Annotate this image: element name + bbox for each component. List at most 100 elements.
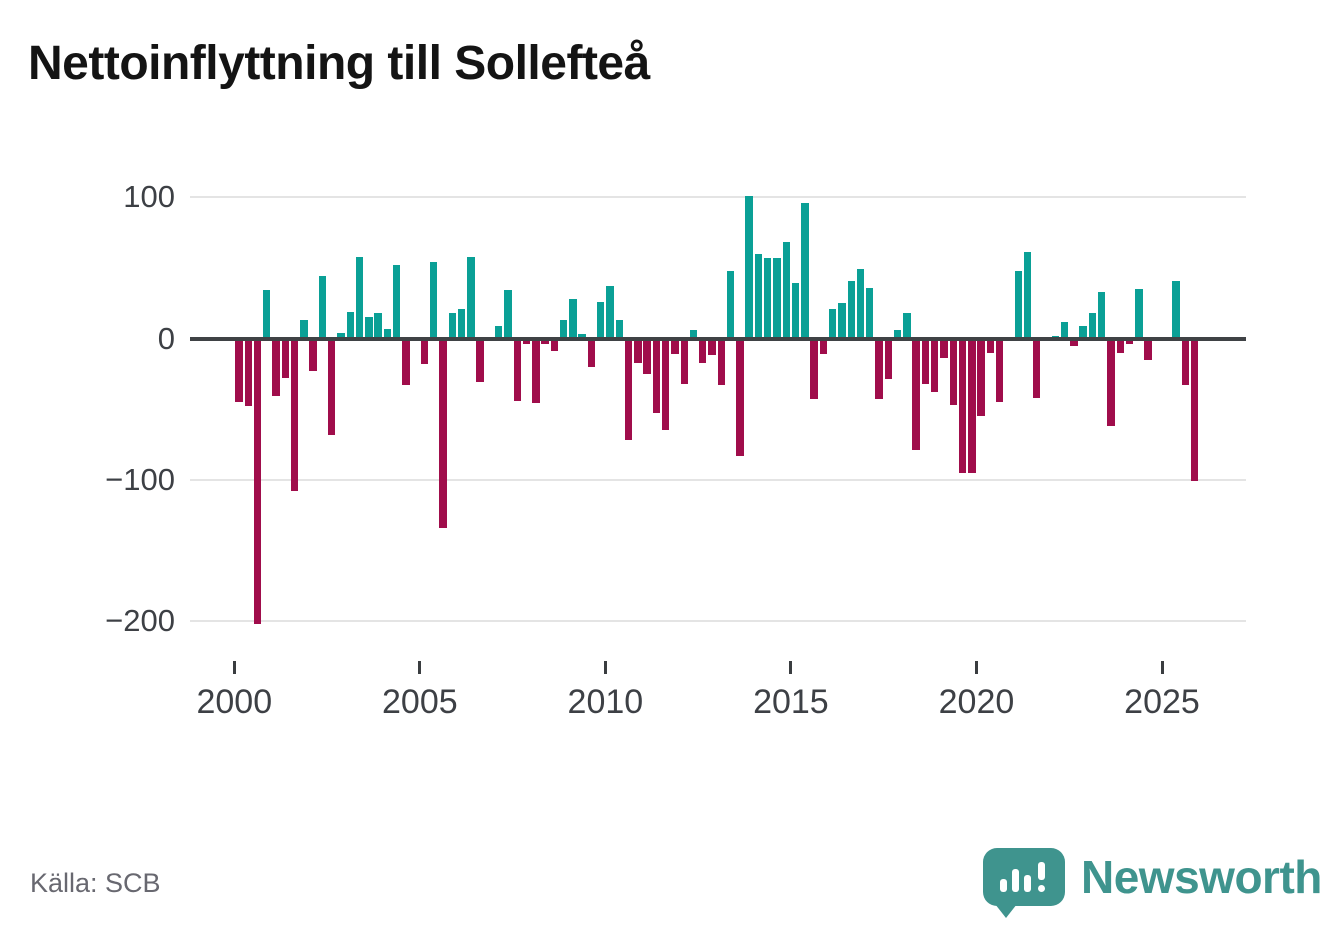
- bar-2020Q1: [977, 338, 985, 417]
- bar-2013Q4: [745, 195, 753, 339]
- source-caption: Källa: SCB: [30, 868, 161, 898]
- bar-2023Q4: [1116, 338, 1124, 353]
- bar-2021Q2: [1023, 252, 1032, 339]
- x-axis-tick: [232, 661, 236, 674]
- exclamation-icon: [1038, 862, 1045, 880]
- bar-2012Q1: [680, 338, 688, 384]
- bar-2016Q3: [847, 280, 855, 339]
- bar-2001Q4: [300, 320, 308, 339]
- bar-2003Q1: [346, 311, 354, 339]
- bar-2021Q3: [1033, 338, 1041, 398]
- bar-2000Q3: [253, 338, 262, 624]
- bar-2005Q3: [439, 338, 447, 528]
- bar-2000Q4: [263, 290, 271, 339]
- bar-2005Q4: [448, 313, 456, 339]
- bar-2000Q1: [235, 338, 243, 403]
- bar-2024Q3: [1144, 338, 1152, 360]
- bar-2018Q3: [921, 338, 930, 384]
- bar-2010Q3: [624, 338, 633, 441]
- bar-2001Q1: [272, 338, 280, 397]
- bar-2002Q4: [337, 332, 345, 339]
- bar-2014Q1: [754, 253, 763, 339]
- bar-2004Q2: [392, 265, 401, 339]
- page-title: Nettoinflyttning till Sollefteå: [28, 37, 650, 90]
- bar-2020Q3: [995, 338, 1004, 403]
- bar-2013Q2: [726, 270, 735, 339]
- bar-2023Q3: [1107, 338, 1115, 427]
- bar-2019Q1: [940, 338, 948, 359]
- bar-2015Q4: [819, 338, 828, 355]
- bar-2020Q2: [986, 338, 995, 353]
- bar-2000Q2: [244, 338, 252, 407]
- bar-2001Q2: [281, 338, 290, 379]
- bar-2013Q1: [717, 338, 726, 386]
- newsworthy-logo: Newsworthy: [983, 846, 1322, 918]
- bar-2010Q4: [634, 338, 642, 363]
- bar-2010Q1: [606, 286, 614, 339]
- newsworthy-logo-text: Newsworthy: [1081, 851, 1322, 903]
- bar-2019Q3: [958, 338, 967, 473]
- bar-2011Q1: [643, 338, 651, 374]
- bar-2012Q4: [708, 338, 716, 356]
- y-axis-tick-label: −200: [105, 603, 175, 639]
- bar-2018Q4: [931, 338, 939, 393]
- bar-2002Q1: [309, 338, 317, 371]
- x-axis-tick: [974, 661, 978, 674]
- newsworthy-logo-icon: [983, 848, 1065, 918]
- bar-2007Q1: [495, 325, 503, 339]
- bar-2017Q4: [893, 330, 902, 339]
- bar-2013Q3: [736, 338, 744, 456]
- bar-chart-icon: [1000, 879, 1007, 892]
- bar-2024Q2: [1135, 289, 1143, 339]
- x-axis-tick-label: 2015: [753, 683, 829, 721]
- bar-2004Q3: [402, 338, 410, 386]
- bar-2025Q2: [1172, 280, 1180, 339]
- bar-2002Q2: [318, 276, 327, 339]
- bar-2018Q2: [912, 338, 920, 451]
- bar-2008Q2: [541, 338, 549, 345]
- x-axis-tick: [603, 661, 607, 674]
- gridline-y-100: [190, 478, 1246, 481]
- bar-2006Q3: [476, 338, 484, 383]
- bar-2008Q3: [550, 338, 559, 352]
- bar-2007Q4: [522, 338, 531, 345]
- bar-2015Q3: [810, 338, 818, 400]
- bar-2022Q3: [1070, 338, 1078, 346]
- bar-2017Q3: [884, 338, 893, 380]
- x-axis-tick-label: 2025: [1124, 683, 1200, 721]
- bar-2021Q1: [1014, 270, 1022, 339]
- bar-2008Q4: [559, 320, 568, 339]
- y-axis-tick-label: 100: [123, 179, 175, 215]
- bar-2009Q1: [569, 298, 577, 339]
- bar-2012Q3: [699, 338, 707, 363]
- bar-2007Q3: [513, 338, 521, 401]
- bar-2009Q2: [578, 334, 586, 339]
- bar-2002Q3: [328, 338, 336, 435]
- x-axis-tick: [1160, 661, 1164, 674]
- gridline-y-200: [190, 620, 1246, 623]
- bar-2003Q4: [374, 313, 382, 339]
- x-axis-tick-label: 2020: [938, 683, 1015, 721]
- bar-2012Q2: [689, 330, 698, 339]
- y-axis-tick-label: −100: [105, 461, 175, 497]
- bar-2017Q1: [866, 287, 874, 339]
- bar-2004Q1: [383, 328, 392, 339]
- bar-2019Q2: [949, 338, 957, 405]
- bar-2011Q4: [671, 338, 679, 355]
- bar-2024Q1: [1125, 338, 1134, 345]
- speech-bubble-tail: [995, 904, 1017, 918]
- bar-2006Q1: [457, 308, 466, 339]
- bar-2006Q2: [467, 256, 475, 339]
- bar-2025Q3: [1181, 338, 1189, 386]
- x-axis-tick-label: 2005: [382, 683, 458, 721]
- x-axis-tick: [418, 661, 422, 674]
- bar-2003Q2: [355, 256, 364, 339]
- bar-2022Q4: [1079, 325, 1087, 339]
- bar-2005Q2: [430, 262, 438, 339]
- y-axis-tick-label: 0: [157, 320, 175, 356]
- bar-2022Q2: [1060, 321, 1069, 339]
- bar-2023Q2: [1098, 291, 1106, 339]
- x-axis-tick-label: 2010: [567, 683, 644, 721]
- bar-2011Q3: [661, 338, 670, 431]
